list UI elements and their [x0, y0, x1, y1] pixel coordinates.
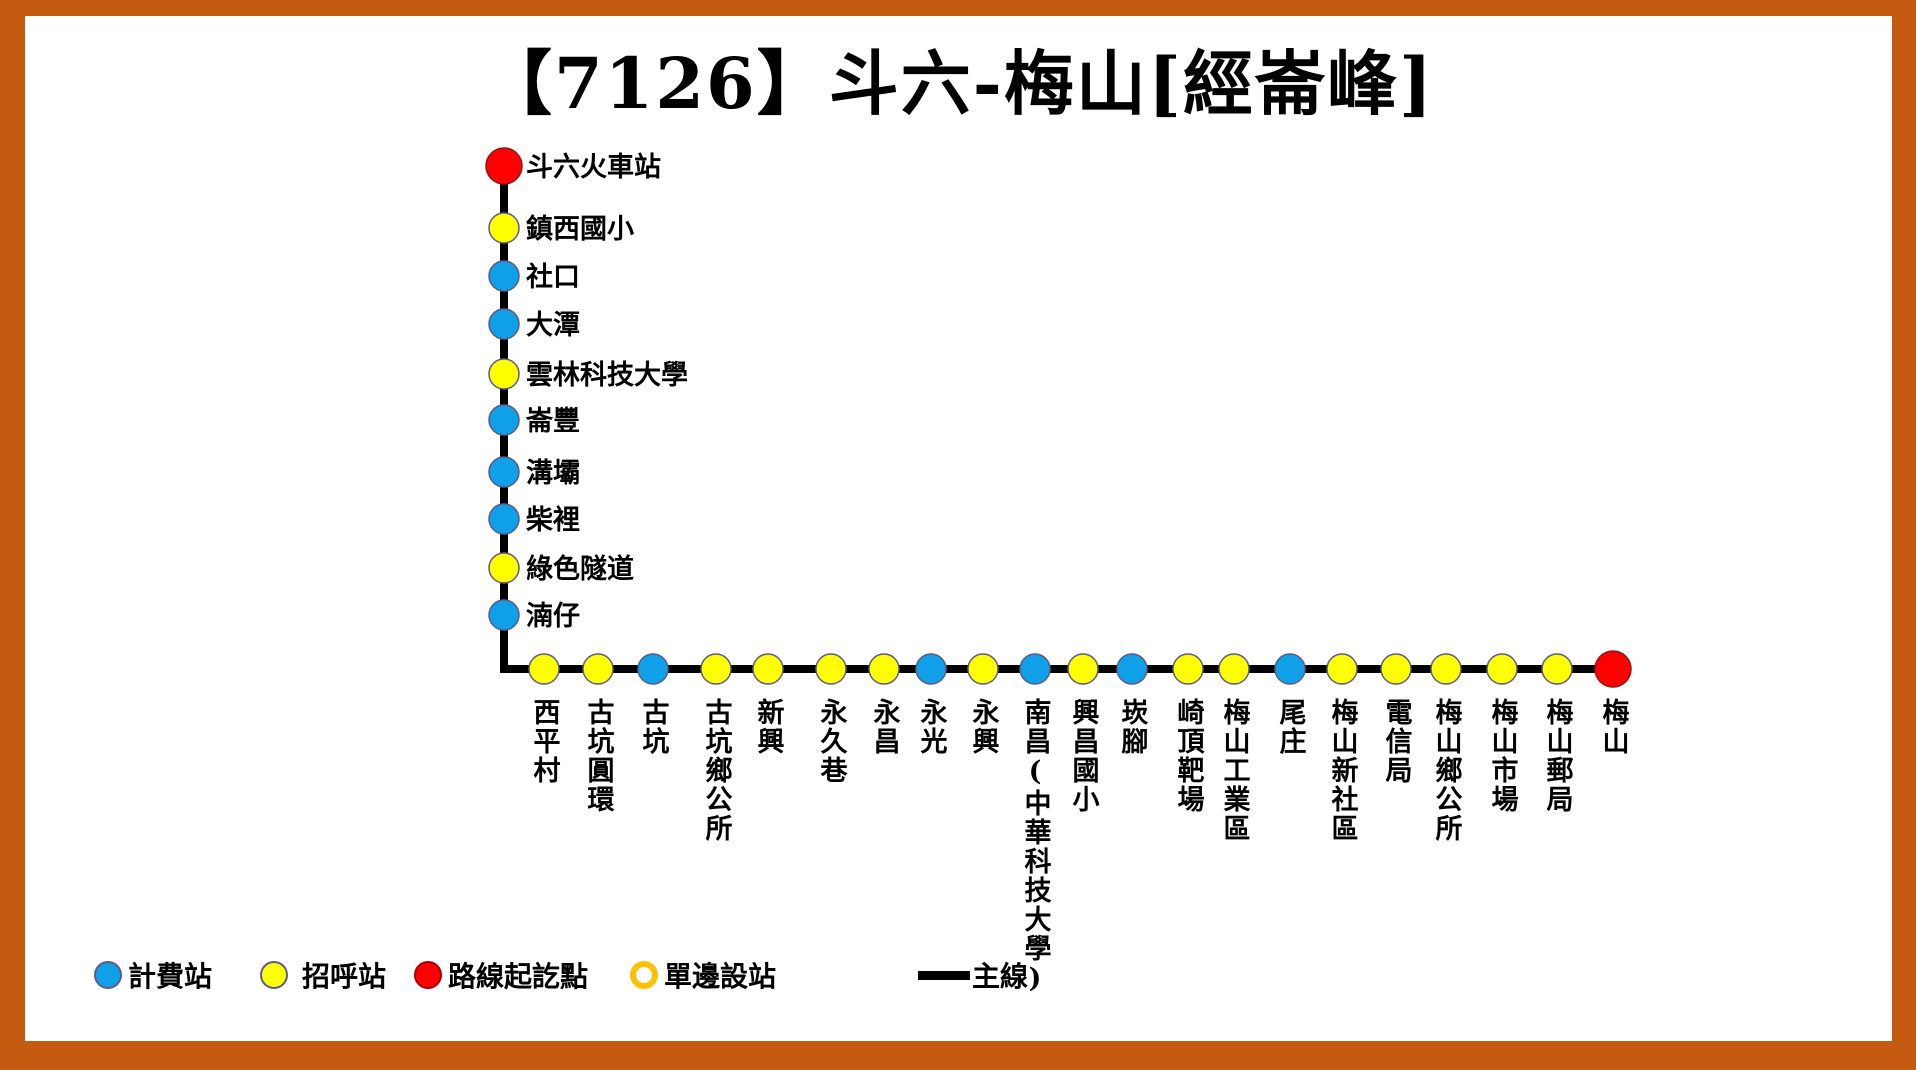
route-number: 7126: [553, 42, 757, 125]
stop-marker-call: [1380, 653, 1412, 685]
stops-layer: [485, 147, 1632, 688]
route-name: 斗六-梅山[經崙峰]: [828, 42, 1435, 125]
stop-label: 西平村: [529, 698, 561, 785]
single-side-stop-icon: [630, 961, 658, 989]
stop-label: 柴裡: [526, 504, 580, 536]
legend-main-line-label: 主線: [972, 960, 1029, 993]
stop-marker-terminal: [1594, 650, 1632, 688]
stop-marker-fee: [1019, 653, 1051, 685]
stop-label: 梅山: [1598, 698, 1630, 756]
legend-single-side: 單邊設站: [630, 955, 776, 995]
stop-marker-fee: [488, 503, 520, 535]
stop-marker-call: [1067, 653, 1099, 685]
stop-label: 梅山新社區: [1327, 698, 1359, 843]
stop-marker-call: [815, 653, 847, 685]
main-line-path: [500, 166, 1613, 673]
stop-marker-call: [1326, 653, 1358, 685]
stop-label: 古坑鄉公所: [701, 698, 733, 843]
legend-call: 招呼站: [260, 955, 386, 995]
stop-marker-call: [967, 653, 999, 685]
title-bracket-left: 【: [481, 42, 554, 125]
stop-label: 古坑圓環: [583, 698, 615, 814]
legend-fee: 計費站: [94, 955, 212, 995]
stop-marker-call: [752, 653, 784, 685]
stop-marker-terminal: [485, 147, 523, 185]
stop-label: 湳仔: [526, 601, 580, 632]
stop-label: 興昌國小: [1068, 698, 1100, 814]
stop-label: 古坑: [638, 698, 670, 756]
stop-marker-call: [868, 653, 900, 685]
stop-marker-fee: [488, 260, 520, 292]
stop-marker-call: [1430, 653, 1462, 685]
legend-terminal: 路線起訖點: [414, 955, 588, 995]
route-line: [500, 166, 1613, 673]
stop-label: 鎮西國小: [526, 213, 634, 245]
stop-label: 斗六火車站: [526, 152, 661, 183]
stop-label: 南昌(中華科技大學): [1020, 698, 1052, 996]
title-bracket-right: 】: [756, 42, 829, 125]
stop-marker-fee: [488, 404, 520, 436]
stop-label: 綠色隧道: [526, 553, 634, 585]
stop-marker-call: [488, 358, 520, 390]
stop-marker-fee: [488, 456, 520, 488]
call-stop-icon: [260, 961, 288, 989]
stop-label: 梅山郵局: [1542, 698, 1574, 814]
page-title: 【7126】斗六-梅山[經崙峰]: [0, 28, 1916, 129]
terminal-stop-icon: [414, 961, 442, 989]
stop-label: 新興: [753, 697, 785, 756]
legend-call-label: 招呼站: [302, 960, 387, 993]
stop-marker-fee: [1116, 653, 1148, 685]
stop-label: 梅山市場: [1487, 698, 1519, 814]
stop-marker-fee: [637, 653, 669, 685]
stop-label: 永久巷: [816, 698, 849, 785]
stop-label: 永興: [968, 698, 1001, 756]
stop-marker-call: [1486, 653, 1518, 685]
stop-label: 崎頂靶場: [1173, 698, 1205, 814]
main-line-icon: [918, 970, 970, 980]
stop-marker-call: [528, 653, 560, 685]
legend-single-side-label: 單邊設站: [664, 960, 777, 993]
stop-label: 電信局: [1381, 698, 1413, 785]
legend-fee-label: 計費站: [128, 960, 213, 993]
stop-marker-call: [700, 653, 732, 685]
stop-marker-call: [1218, 653, 1250, 685]
stop-marker-fee: [915, 653, 947, 685]
stop-label: 尾庄: [1275, 698, 1307, 756]
stop-label: 崁腳: [1117, 698, 1149, 756]
stop-marker-call: [1541, 653, 1573, 685]
stop-label: 梅山工業區: [1219, 698, 1251, 843]
stop-label: 社口: [526, 261, 580, 293]
stop-label: 雲林科技大學: [526, 360, 688, 391]
stop-label: 永昌: [869, 698, 902, 756]
stop-marker-call: [1172, 653, 1204, 685]
stop-label: 永光: [916, 698, 949, 756]
stop-label: 崙豐: [525, 406, 580, 437]
stop-marker-call: [488, 552, 520, 584]
stop-marker-call: [582, 653, 614, 685]
stop-label: 梅山鄉公所: [1431, 698, 1463, 843]
stop-label: 溝壩: [526, 458, 580, 489]
stop-marker-fee: [488, 308, 520, 340]
fee-stop-icon: [94, 961, 122, 989]
legend-main-line: 主線: [918, 955, 1028, 995]
stop-marker-call: [488, 212, 520, 244]
map-frame: [25, 16, 1892, 1041]
legend-terminal-label: 路線起訖點: [448, 960, 589, 993]
stop-marker-fee: [1274, 653, 1306, 685]
stop-marker-fee: [488, 599, 520, 631]
stop-label: 大潭: [526, 310, 580, 341]
